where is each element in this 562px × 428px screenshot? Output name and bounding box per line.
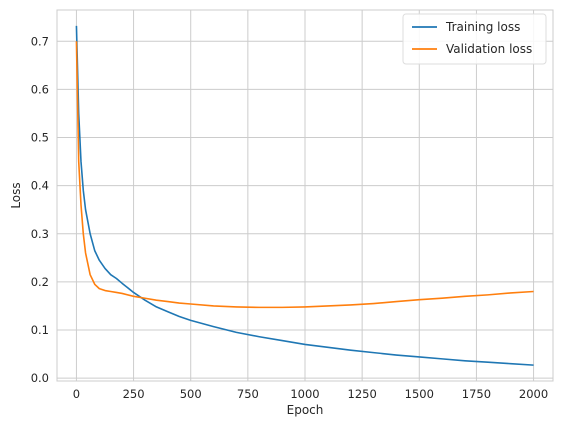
y-axis-title: Loss [9, 182, 23, 208]
series-line-training [75, 25, 534, 366]
legend-box [402, 13, 547, 65]
x-tick-label: 1250 [348, 387, 377, 401]
x-tick-label: 1500 [405, 387, 434, 401]
x-tick-label: 500 [180, 387, 202, 401]
legend: Training loss Validation loss [402, 13, 547, 65]
y-tick-label: 0.0 [31, 371, 49, 385]
y-tick-label: 0.1 [31, 323, 49, 337]
x-axis-title: Epoch [287, 403, 324, 417]
grid [57, 10, 553, 381]
legend-label: Validation loss [446, 42, 532, 56]
plot-frame [56, 9, 554, 382]
y-tick-label: 0.2 [31, 275, 49, 289]
x-tick-label: 250 [123, 387, 145, 401]
x-tick-label: 1750 [462, 387, 491, 401]
x-tick-label: 2000 [519, 387, 548, 401]
y-tick-label: 0.3 [31, 227, 49, 241]
y-tick-label: 0.6 [31, 82, 49, 96]
x-tick-label: 0 [73, 387, 80, 401]
y-tick-label: 0.7 [31, 34, 49, 48]
series-line-validation [75, 41, 534, 309]
x-tick-label: 750 [237, 387, 259, 401]
y-tick-label: 0.4 [31, 179, 49, 193]
x-tick-label: 1000 [290, 387, 319, 401]
y-tick-label: 0.5 [31, 131, 49, 145]
legend-label: Training loss [445, 20, 520, 34]
